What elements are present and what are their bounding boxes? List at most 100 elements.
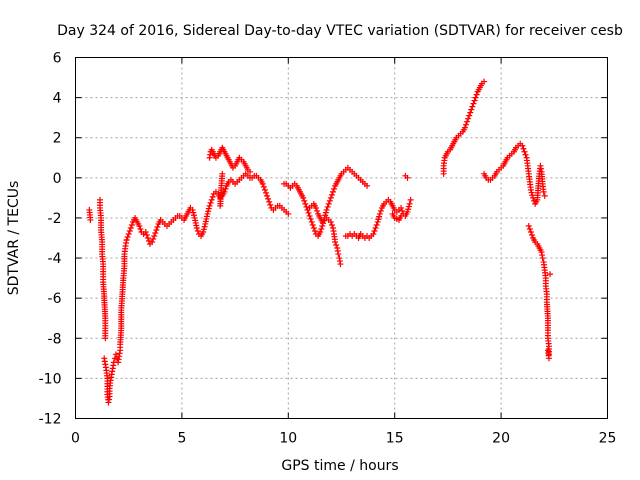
y-tick-label: -12	[39, 412, 62, 428]
data-point	[529, 192, 536, 199]
data-point	[333, 242, 340, 249]
y-tick-label: 6	[53, 51, 62, 67]
data-point	[209, 193, 216, 200]
data-point	[190, 212, 197, 219]
data-point	[540, 188, 547, 195]
data-point	[406, 200, 413, 207]
data-point	[326, 197, 333, 204]
data-point	[335, 251, 342, 258]
data-point	[407, 196, 414, 203]
x-tick-label: 5	[177, 431, 186, 447]
data-point	[370, 230, 377, 237]
data-point	[128, 221, 135, 228]
data-point	[314, 207, 321, 214]
data-point	[332, 239, 339, 246]
data-point	[467, 109, 474, 116]
data-point	[464, 118, 471, 125]
data-point	[317, 228, 324, 235]
data-point	[285, 210, 292, 217]
data-point	[144, 235, 151, 241]
data-point	[544, 347, 551, 354]
data-point	[154, 223, 161, 230]
data-point	[143, 231, 150, 238]
chart-title: Day 324 of 2016, Sidereal Day-to-day VTE…	[57, 23, 623, 39]
x-tick-label: 10	[279, 431, 297, 447]
data-point	[204, 210, 211, 217]
data-point	[189, 206, 196, 213]
data-point	[472, 94, 479, 101]
data-point	[206, 202, 213, 209]
data-point	[469, 103, 476, 110]
data-point	[404, 174, 411, 181]
y-tick-label: -6	[48, 291, 62, 307]
data-point	[462, 121, 469, 128]
data-point	[222, 185, 229, 192]
data-point	[331, 185, 338, 192]
data-point	[303, 203, 310, 210]
data-point	[127, 224, 134, 231]
data-point	[123, 237, 130, 244]
data-point	[461, 124, 468, 131]
data-point	[137, 225, 144, 232]
data-point	[541, 192, 548, 199]
data-point	[371, 227, 378, 234]
y-tick-label: 2	[53, 131, 62, 147]
data-point	[399, 207, 406, 214]
data-point	[194, 227, 201, 234]
data-point	[112, 351, 119, 358]
data-point	[329, 188, 336, 195]
data-point	[193, 224, 200, 231]
data-point	[376, 210, 383, 217]
data-point	[375, 216, 382, 223]
data-point	[246, 168, 253, 175]
data-point	[465, 115, 472, 122]
data-point	[149, 239, 156, 246]
data-point	[470, 100, 477, 107]
data-point	[305, 209, 312, 216]
data-point	[527, 186, 534, 193]
data-point	[205, 205, 212, 212]
x-tick-label: 25	[599, 431, 617, 447]
data-point	[136, 222, 143, 229]
data-point	[473, 91, 480, 98]
data-point	[374, 218, 381, 225]
data-point	[309, 221, 316, 228]
data-point	[376, 213, 383, 220]
data-point	[324, 203, 331, 210]
data-point	[327, 194, 334, 201]
data-point	[377, 207, 384, 214]
data-point	[125, 230, 132, 237]
data-point	[328, 191, 335, 198]
x-tick-label: 20	[492, 431, 510, 447]
data-point	[405, 203, 412, 210]
data-point	[405, 206, 412, 213]
x-axis-label: GPS time / hours	[281, 458, 398, 474]
data-point	[373, 221, 380, 228]
data-point	[372, 224, 379, 231]
y-tick-label: 4	[53, 91, 62, 107]
data-point	[310, 224, 317, 231]
data-point	[528, 231, 535, 238]
data-point	[318, 225, 325, 232]
data-point	[328, 221, 335, 228]
data-point	[302, 200, 309, 207]
data-point	[539, 255, 546, 262]
data-point	[261, 186, 268, 193]
data-point	[398, 212, 405, 219]
data-point	[320, 220, 327, 227]
data-point	[259, 180, 266, 187]
data-point	[325, 200, 332, 207]
data-point	[468, 106, 475, 113]
data-point	[142, 228, 149, 235]
data-point	[87, 216, 94, 223]
data-point	[311, 227, 318, 234]
data-point	[308, 218, 315, 225]
data-point	[526, 225, 533, 232]
y-tick-label: -4	[48, 251, 62, 267]
data-point	[126, 227, 133, 234]
data-point	[527, 228, 534, 235]
data-point	[266, 198, 273, 205]
data-point	[301, 197, 308, 204]
